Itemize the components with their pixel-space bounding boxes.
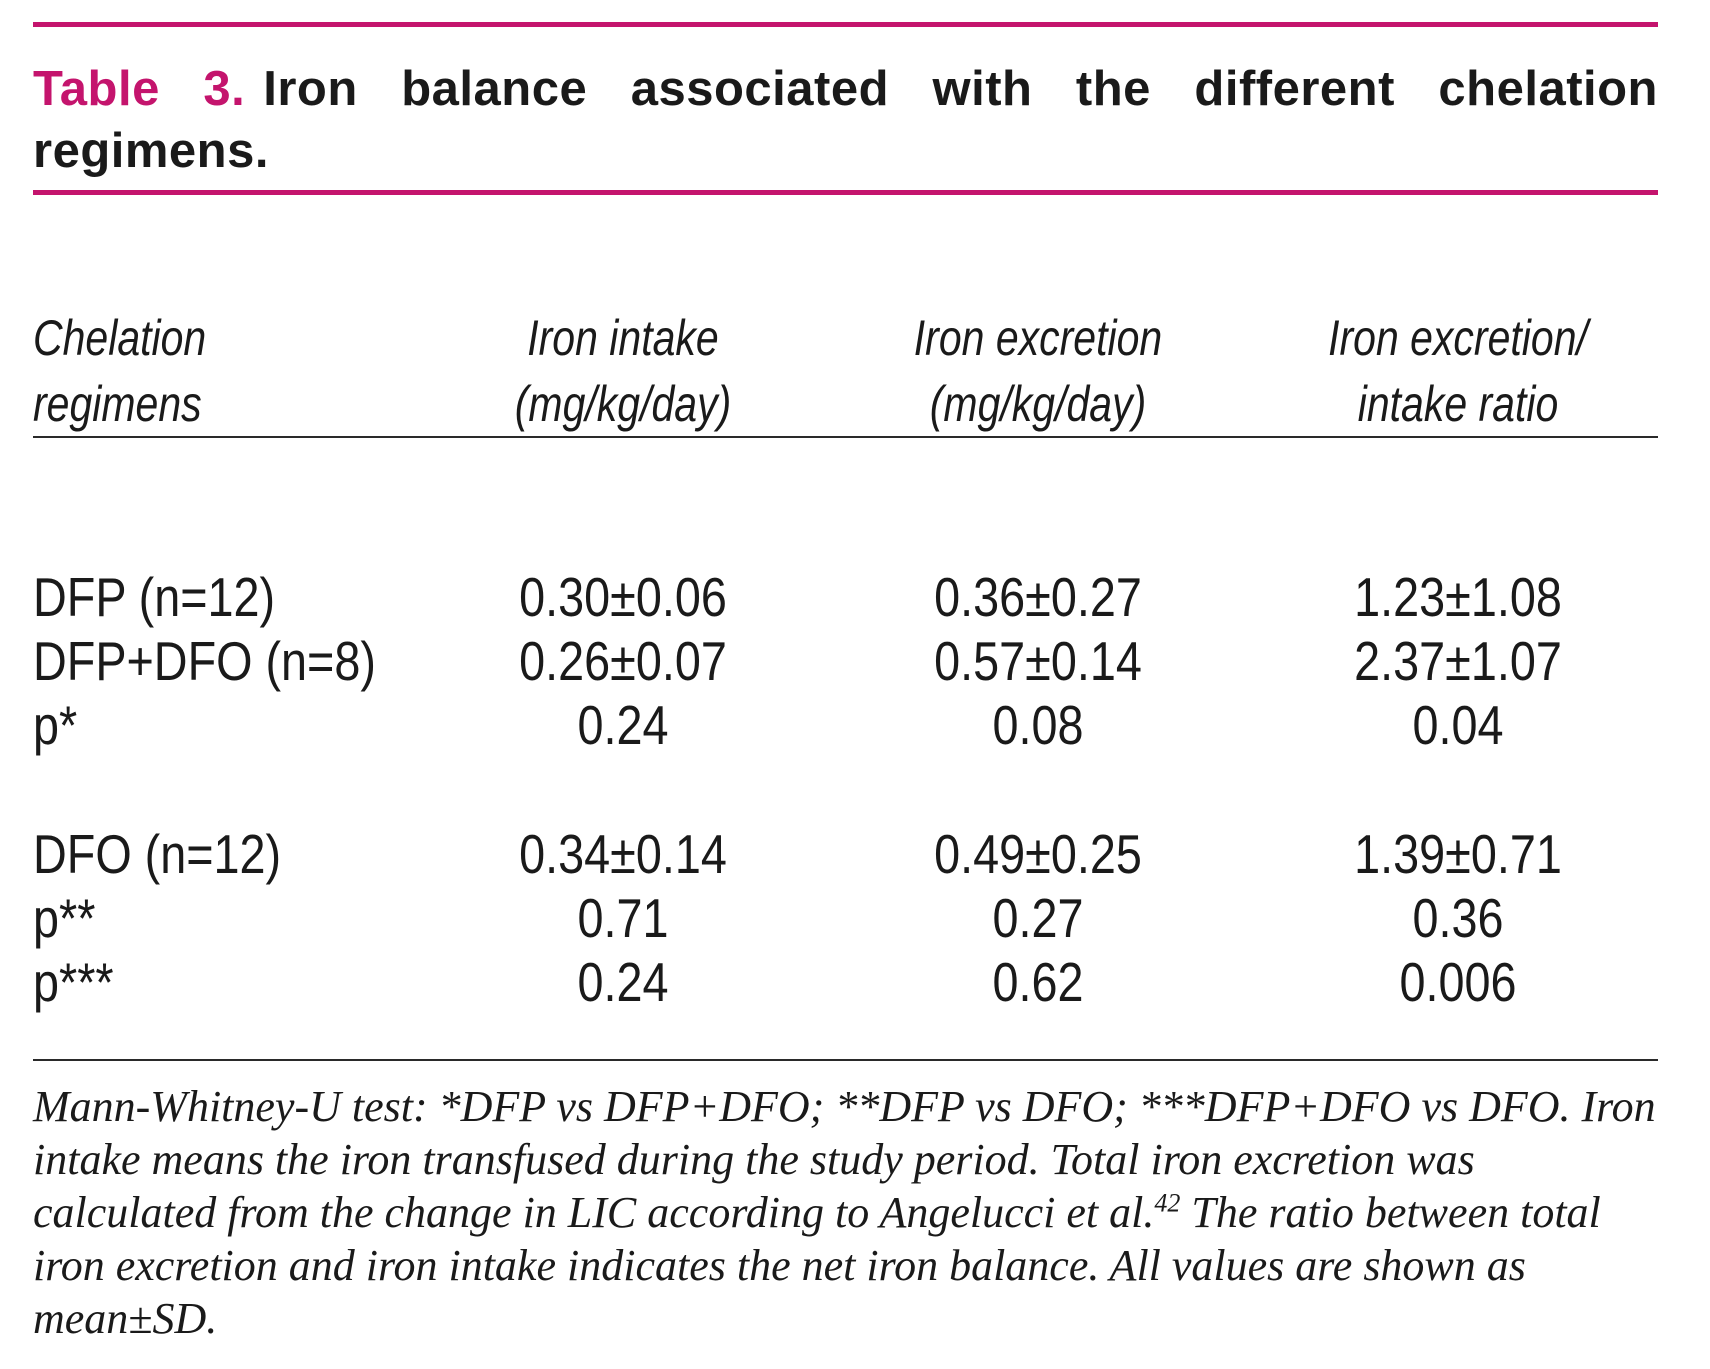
cell-regimen: DFP (n=12) (33, 566, 276, 628)
footnote-text: Mann-Whitney-U test: *DFP vs DFP+DFO; **… (33, 1082, 1656, 1237)
row-spacer (33, 757, 1658, 822)
cell-iron-excretion: 0.08 (992, 694, 1084, 756)
cell-iron-excretion: 0.57±0.14 (934, 630, 1142, 692)
header-iron-excretion: Iron excretion (mg/kg/day) (858, 305, 1219, 437)
header-bottom-rule (33, 436, 1658, 438)
cell-regimen: p* (33, 694, 78, 756)
cell-iron-intake: 0.71 (577, 887, 669, 949)
cell-ratio: 1.39±0.71 (1354, 823, 1562, 885)
header-line: regimens (33, 376, 202, 432)
table-bottom-rule (33, 1059, 1658, 1061)
table-row: p** 0.71 0.27 0.36 (33, 886, 1658, 950)
cell-iron-intake: 0.24 (577, 694, 669, 756)
table-row: p*** 0.24 0.62 0.006 (33, 950, 1658, 1014)
header-line: Chelation (33, 310, 207, 366)
table-body: DFP (n=12) 0.30±0.06 0.36±0.27 1.23±1.08… (33, 565, 1658, 1014)
table-label: Table 3. (33, 62, 246, 116)
cell-regimen: p*** (33, 951, 114, 1013)
top-accent-rule (33, 22, 1658, 27)
table-footnote: Mann-Whitney-U test: *DFP vs DFP+DFO; **… (33, 1080, 1658, 1345)
header-line: (mg/kg/day) (514, 376, 732, 432)
cell-iron-excretion: 0.49±0.25 (934, 823, 1142, 885)
cell-iron-intake: 0.24 (577, 951, 669, 1013)
cell-regimen: DFP+DFO (n=8) (33, 630, 376, 692)
table-header: Chelation regimens Iron intake (mg/kg/da… (33, 305, 1658, 437)
cell-ratio: 1.23±1.08 (1354, 566, 1562, 628)
cell-iron-intake: 0.26±0.07 (519, 630, 727, 692)
table-caption: Table 3. Iron balance associated with the… (33, 58, 1658, 182)
header-line: Iron excretion (913, 310, 1163, 366)
cell-regimen: p** (33, 887, 96, 949)
cell-iron-excretion: 0.36±0.27 (934, 566, 1142, 628)
header-chelation-regimens: Chelation regimens (33, 305, 357, 437)
header-line: intake ratio (1357, 376, 1559, 432)
table-title: Iron balance associated with the differe… (33, 62, 1658, 178)
cell-ratio: 0.36 (1412, 887, 1504, 949)
header-line: Iron intake (527, 310, 719, 366)
cell-iron-intake: 0.34±0.14 (519, 823, 727, 885)
cell-ratio: 2.37±1.07 (1354, 630, 1562, 692)
header-line: Iron excretion/ (1328, 310, 1588, 366)
table-row: DFO (n=12) 0.34±0.14 0.49±0.25 1.39±0.71 (33, 822, 1658, 886)
cell-ratio: 0.006 (1399, 951, 1517, 1013)
header-line: (mg/kg/day) (929, 376, 1147, 432)
table-row: DFP+DFO (n=8) 0.26±0.07 0.57±0.14 2.37±1… (33, 629, 1658, 693)
footnote-reference: 42 (1154, 1188, 1181, 1218)
cell-regimen: DFO (n=12) (33, 823, 282, 885)
cell-iron-excretion: 0.27 (992, 887, 1084, 949)
table-row: p* 0.24 0.08 0.04 (33, 693, 1658, 757)
cell-ratio: 0.04 (1412, 694, 1504, 756)
cell-iron-intake: 0.30±0.06 (519, 566, 727, 628)
footnote-text-continued: The ratio between total iron excretion a… (33, 1188, 1601, 1343)
caption-bottom-accent-rule (33, 190, 1658, 195)
header-excretion-intake-ratio: Iron excretion/ intake ratio (1294, 305, 1622, 437)
cell-iron-excretion: 0.62 (992, 951, 1084, 1013)
table-row: DFP (n=12) 0.30±0.06 0.36±0.27 1.23±1.08 (33, 565, 1658, 629)
header-iron-intake: Iron intake (mg/kg/day) (463, 305, 783, 437)
